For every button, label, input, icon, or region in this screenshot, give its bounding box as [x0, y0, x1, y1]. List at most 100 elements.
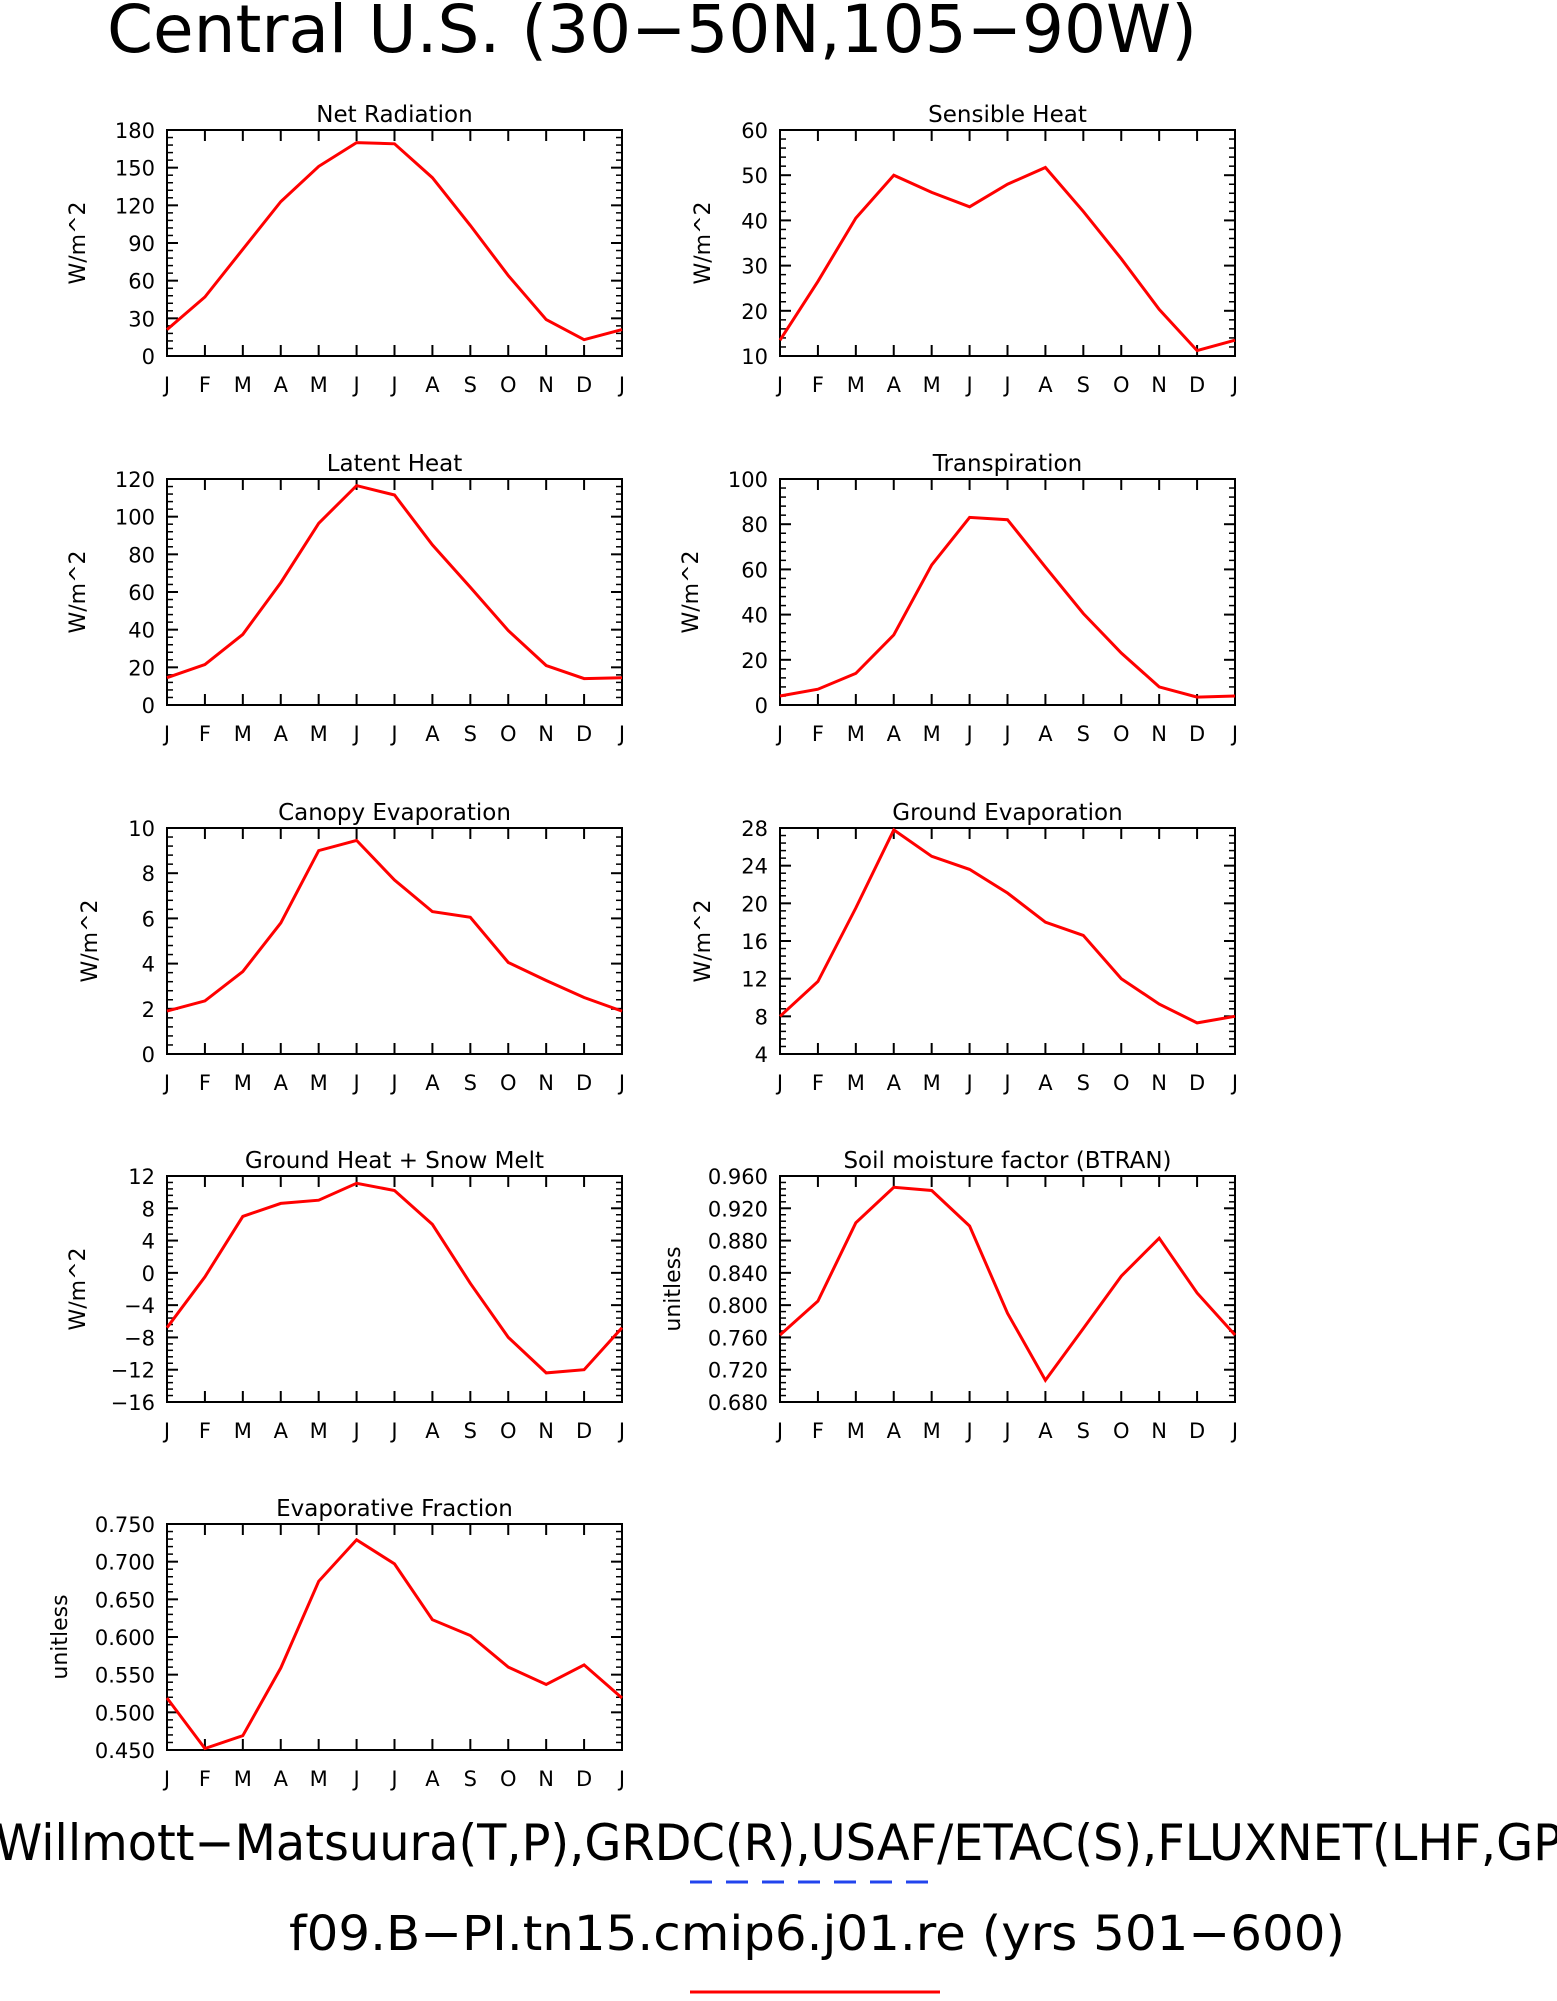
- y-tick-label: 0.800: [708, 1294, 768, 1318]
- x-tick-label: M: [847, 373, 865, 397]
- chart-title: Transpiration: [932, 451, 1082, 477]
- x-tick-label: F: [812, 373, 824, 397]
- series-line: [165, 1181, 624, 1375]
- chart-title: Ground Heat + Snow Melt: [245, 1148, 544, 1174]
- x-tick-label: A: [1038, 1419, 1053, 1443]
- x-tick-label: J: [162, 1071, 170, 1095]
- y-axis-label: W/m^2: [66, 550, 91, 633]
- series-line: [166, 838, 623, 1013]
- x-tick-label: M: [923, 722, 941, 746]
- y-tick-label: 80: [741, 513, 768, 537]
- x-tick-label: F: [199, 1767, 211, 1791]
- x-tick-label: A: [425, 1767, 440, 1791]
- x-tick-label: J: [775, 1419, 783, 1443]
- y-axis-label: W/m^2: [66, 1247, 91, 1330]
- x-tick-label: M: [310, 1071, 328, 1095]
- y-tick-label: 120: [115, 468, 155, 492]
- y-tick-label: 8: [142, 1197, 155, 1221]
- y-tick-label: 0.450: [95, 1739, 155, 1763]
- x-tick-label: J: [351, 1071, 359, 1095]
- x-tick-label: S: [1077, 1071, 1090, 1095]
- x-tick-label: J: [1002, 1419, 1010, 1443]
- chart-panel: J F M A M J J A S O N D J0.4500.5000.5500.6000.6500.…: [48, 1496, 625, 1791]
- x-tick-label: D: [576, 1071, 592, 1095]
- y-tick-label: 100: [115, 506, 155, 530]
- chart-title: Ground Evaporation: [892, 800, 1122, 826]
- x-tick-label: J: [389, 1071, 397, 1095]
- y-tick-label: 20: [741, 892, 768, 916]
- y-tick-label: 0.840: [708, 1262, 768, 1286]
- y-tick-label: 2: [142, 998, 155, 1022]
- x-tick-label: A: [887, 373, 902, 397]
- y-tick-label: 0.880: [708, 1230, 768, 1254]
- y-tick-label: 24: [741, 855, 768, 879]
- x-tick-label: D: [576, 373, 592, 397]
- plot-frame: [166, 478, 623, 706]
- series-line: [165, 1537, 623, 1751]
- y-tick-label: 16: [741, 930, 768, 954]
- y-axis-label: W/m^2: [78, 899, 103, 982]
- y-tick-label: 30: [741, 255, 768, 279]
- chart-panel: J F M A M J J A S O N D J020406080100TranspirationW/…: [679, 451, 1238, 746]
- x-tick-label: J: [389, 1767, 397, 1791]
- x-tick-label: A: [887, 722, 902, 746]
- y-tick-label: 40: [741, 604, 768, 628]
- x-tick-label: J: [1230, 722, 1238, 746]
- x-tick-label: O: [500, 1767, 517, 1791]
- x-tick-label: A: [425, 722, 440, 746]
- x-tick-label: J: [617, 1767, 625, 1791]
- x-tick-label: J: [1002, 722, 1010, 746]
- x-tick-label: F: [199, 722, 211, 746]
- y-tick-label: 8: [142, 862, 155, 886]
- x-tick-label: N: [1151, 722, 1167, 746]
- x-tick-label: D: [576, 722, 592, 746]
- x-tick-label: S: [464, 722, 477, 746]
- x-tick-label: A: [1038, 373, 1053, 397]
- x-tick-label: M: [234, 722, 252, 746]
- x-tick-label: M: [234, 1767, 252, 1791]
- x-tick-label: M: [923, 373, 941, 397]
- x-tick-label: D: [1189, 1419, 1205, 1443]
- y-tick-label: 20: [128, 656, 155, 680]
- y-tick-label: 60: [741, 558, 768, 582]
- x-tick-label: D: [576, 1767, 592, 1791]
- y-tick-label: 60: [128, 581, 155, 605]
- x-tick-label: A: [274, 722, 289, 746]
- x-tick-label: J: [1230, 1419, 1238, 1443]
- x-tick-label: A: [425, 1419, 440, 1443]
- footer-case: f09.B−PI.tn15.cmip6.j01.re (yrs 501−600): [289, 1906, 1345, 1962]
- x-tick-label: A: [1038, 1071, 1053, 1095]
- y-tick-label: 0: [142, 345, 155, 369]
- x-tick-label: A: [274, 1419, 289, 1443]
- y-tick-label: 100: [728, 468, 768, 492]
- series-line: [166, 483, 623, 681]
- y-tick-label: 6: [142, 907, 155, 931]
- x-tick-label: A: [1038, 722, 1053, 746]
- y-tick-label: 30: [128, 307, 155, 331]
- y-tick-label: 120: [115, 194, 155, 218]
- y-tick-label: 0.750: [95, 1513, 155, 1537]
- y-tick-label: 50: [741, 164, 768, 188]
- x-tick-label: S: [1077, 1419, 1090, 1443]
- x-tick-label: M: [923, 1419, 941, 1443]
- x-tick-label: D: [1189, 722, 1205, 746]
- x-tick-label: J: [964, 1071, 972, 1095]
- x-tick-label: M: [234, 373, 252, 397]
- x-tick-label: F: [812, 722, 824, 746]
- x-tick-label: D: [576, 1419, 592, 1443]
- x-tick-label: A: [887, 1071, 902, 1095]
- y-tick-label: 0: [142, 1043, 155, 1067]
- plot-frame: [779, 129, 1236, 357]
- x-tick-label: J: [1002, 1071, 1010, 1095]
- x-tick-label: O: [1113, 1071, 1130, 1095]
- y-tick-label: 0: [755, 694, 768, 718]
- x-tick-label: S: [464, 1071, 477, 1095]
- chart-title: Net Radiation: [316, 102, 472, 128]
- x-tick-label: O: [500, 373, 517, 397]
- x-tick-label: J: [389, 1419, 397, 1443]
- x-tick-label: N: [1151, 373, 1167, 397]
- y-axis-label: W/m^2: [679, 550, 704, 633]
- chart-title: Canopy Evaporation: [278, 800, 511, 826]
